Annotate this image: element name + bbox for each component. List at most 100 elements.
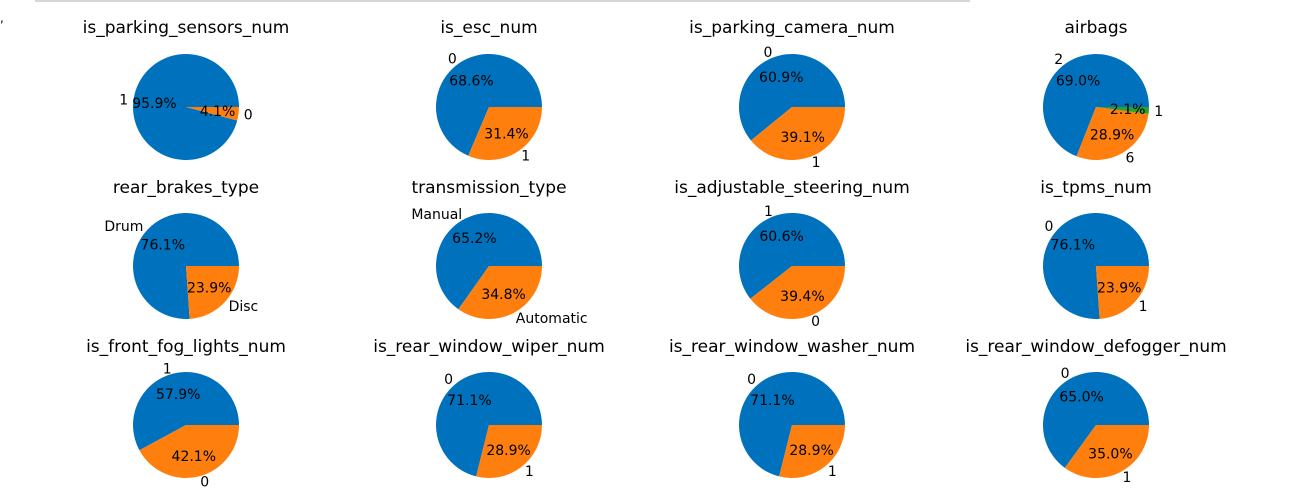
slice-label: 1 [1123,470,1132,486]
slice-percent: 28.9% [1090,127,1134,143]
slice-label: 1 [521,149,530,165]
slice-percent: 2.1% [1110,102,1146,118]
pie-is-adjustable-steering-num: is_adjustable_steering_num 1 60.6% 0 39.4% [674,178,910,330]
pie-slice-1 [779,425,845,479]
pie-slice-1 [133,371,239,451]
pie-slice-1 [133,53,239,160]
slice-label: 0 [448,51,457,67]
slice-label: 0 [811,314,820,330]
slice-percent: 68.6% [449,74,493,90]
slice-label: Drum [104,219,143,235]
slice-label: 6 [1126,150,1135,166]
chart-title: is_rear_window_defogger_num [965,337,1226,357]
slice-label: 0 [1061,366,1070,382]
pie-slice-0 [436,53,542,156]
pie-rear-brakes-type: rear_brakes_type Drum 76.1% Disc 23.9% [104,178,259,319]
slice-percent: 35.0% [1088,446,1132,462]
slice-label: 1 [163,362,172,378]
slice-label: 2 [1054,52,1063,68]
slice-label: 1 [1139,299,1148,315]
slice-percent: 4.1% [200,104,236,120]
pie-transmission-type: transmission_type Manual 65.2% Automatic 34.… [411,178,587,327]
chart-title: is_front_fog_lights_num [86,337,286,357]
slice-label: 0 [200,475,209,491]
slice-percent: 95.9% [132,96,176,112]
slice-label: Disc [229,299,259,315]
chart-title: rear_brakes_type [113,178,259,198]
pie-slice-1 [739,212,846,299]
slice-percent: 76.1% [1051,237,1095,253]
slice-percent: 60.9% [759,70,803,86]
slice-percent: 65.2% [452,231,496,247]
pie-slice-1 [1064,425,1149,479]
slice-label: 1 [525,464,534,480]
pie-is-rear-window-defogger-num: is_rear_window_defogger_num 0 65.0% 1 35.0% [965,337,1226,486]
pie-slice-1 [1096,107,1149,114]
chart-title: is_parking_sensors_num [83,18,290,38]
slice-label: 0 [444,372,453,388]
pie-slice-0 [750,266,845,319]
pie-is-rear-window-wiper-num: is_rear_window_wiper_num 0 71.1% 1 28.9% [373,337,605,480]
chart-title: airbags [1065,18,1128,38]
slice-label: 0 [747,372,756,388]
pie-slice-0 [1043,372,1149,468]
slice-label: Automatic [516,311,588,327]
pie-is-tpms-num: is_tpms_num 0 76.1% 1 23.9% [1040,178,1152,319]
pie-slice-0 [1043,212,1149,319]
pie-slice-manual [435,213,542,310]
pie-slice-automatic [458,266,542,320]
pie-slice-0 [739,54,845,141]
chart-title: is_adjustable_steering_num [674,178,910,198]
chart-title: transmission_type [411,178,566,198]
slice-percent: 28.9% [789,443,833,459]
slice-percent: 65.0% [1059,390,1103,406]
slice-label: 0 [244,108,253,124]
slice-percent: 57.9% [156,387,200,403]
slice-percent: 23.9% [1097,281,1141,297]
pie-slice-0 [436,372,542,477]
slice-percent: 42.1% [172,449,216,465]
pie-slice-1 [750,107,845,161]
corner-mark: , [0,11,4,25]
pie-slice-disc [186,266,239,319]
pie-slice-1 [476,425,542,479]
chart-title: is_esc_num [440,18,537,38]
slice-label: 1 [812,155,821,171]
pie-is-parking-sensors-num: is_parking_sensors_num 1 95.9% 0 4.1% [83,18,290,160]
slice-percent: 34.8% [481,287,525,303]
slice-percent: 76.1% [141,237,185,253]
slice-percent: 71.1% [447,393,491,409]
slice-percent: 39.4% [780,289,824,305]
slice-percent: 71.1% [750,393,794,409]
slice-label: 1 [1154,104,1163,120]
slice-label: 1 [119,93,128,109]
pie-slice-drum [133,212,239,319]
chart-title: is_rear_window_washer_num [669,337,915,357]
slice-percent: 39.1% [780,130,824,146]
slice-percent: 23.9% [187,281,231,297]
pie-slice-0 [139,425,239,478]
pie-slice-0 [186,107,239,121]
slice-label: 0 [763,45,772,61]
slice-percent: 60.6% [759,229,803,245]
chart-title: is_tpms_num [1040,178,1152,198]
slice-label: 0 [1044,219,1053,235]
slice-label: 1 [828,464,837,480]
slice-label: 1 [764,204,773,220]
chart-title: is_parking_camera_num [689,18,895,38]
pie-is-esc-num: is_esc_num 0 68.6% 1 31.4% [436,18,542,165]
pie-is-front-fog-lights-num: is_front_fog_lights_num 1 57.9% 0 42.1% [86,337,286,491]
slice-percent: 28.9% [486,443,530,459]
chart-title: is_rear_window_wiper_num [373,337,605,357]
pie-slice-6 [1076,107,1149,161]
slice-percent: 31.4% [484,127,528,143]
pie-slice-0 [739,372,845,477]
pie-slice-1 [468,107,542,160]
pie-is-rear-window-washer-num: is_rear_window_washer_num 0 71.1% 1 28.9% [669,337,915,480]
slice-label: Manual [411,207,462,223]
pie-slice-1 [1096,266,1149,319]
slice-percent: 69.0% [1056,74,1100,90]
pie-slice-2 [1043,54,1149,157]
